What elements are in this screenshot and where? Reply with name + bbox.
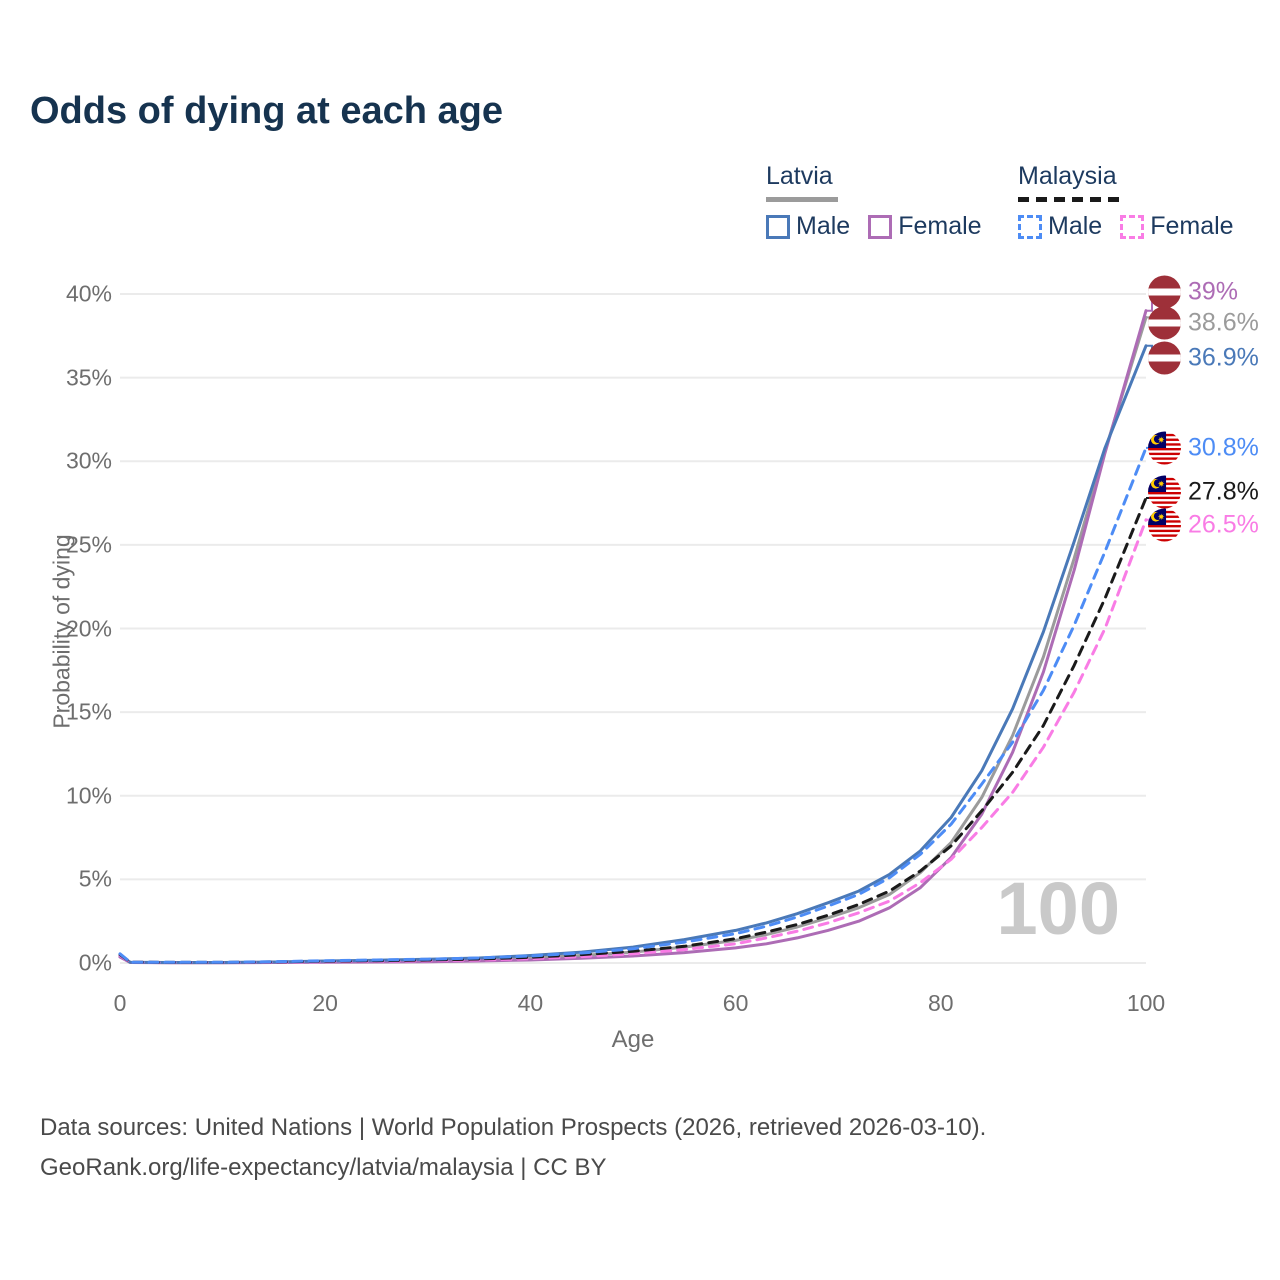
legend-item-malaysia-male[interactable]: Male	[1018, 212, 1102, 241]
legend-country-malaysia: Malaysia	[1018, 162, 1117, 190]
x-axis-title: Age	[611, 1026, 655, 1053]
attribution-line: GeoRank.org/life-expectancy/latvia/malay…	[40, 1154, 607, 1181]
legend-underline-malaysia-dashed	[1018, 197, 1122, 202]
end-label-malaysia-both-sexes: 27.8%	[1148, 476, 1259, 509]
legend-label: Male	[1048, 212, 1103, 240]
legend-group-malaysia: Malaysia Male Female	[1018, 162, 1252, 241]
x-tick-label: 20	[312, 990, 338, 1016]
y-tick-label: 35%	[65, 364, 112, 391]
line-malaysia-female	[118, 518, 1148, 964]
malaysia-male-swatch-icon	[1018, 214, 1042, 239]
legend-item-malaysia-female[interactable]: Female	[1120, 212, 1234, 241]
end-label-value: 38.6%	[1188, 308, 1259, 337]
x-tick-label: 40	[517, 990, 544, 1016]
malaysia-flag-icon	[1148, 432, 1181, 465]
legend-item-latvia-female[interactable]: Female	[868, 212, 982, 241]
malaysia-flag-icon	[1148, 476, 1181, 509]
data-sources-line: Data sources: United Nations | World Pop…	[40, 1114, 987, 1141]
y-tick-label: 5%	[78, 865, 112, 892]
malaysia-flag-icon	[1148, 509, 1181, 542]
end-label-value: 39%	[1188, 277, 1239, 306]
line-latvia-female	[118, 309, 1148, 965]
y-tick-label: 40%	[65, 280, 112, 307]
legend-label: Female	[1150, 212, 1234, 240]
end-label-latvia-both-sexes: 38.6%	[1148, 307, 1259, 340]
y-tick-label: 15%	[65, 698, 112, 725]
y-tick-label: 20%	[65, 615, 112, 641]
x-tick-label: 0	[113, 990, 127, 1016]
page-title: Odds of dying at each age	[30, 90, 503, 132]
legend-label: Male	[796, 212, 851, 240]
end-label-value: 36.9%	[1188, 343, 1259, 372]
end-label-latvia-male: 36.9%	[1148, 342, 1259, 375]
latvia-flag-icon	[1148, 276, 1181, 309]
end-label-value: 26.5%	[1188, 510, 1259, 539]
footer: Data sources: United Nations | World Pop…	[40, 1108, 986, 1188]
end-label-value: 27.8%	[1188, 477, 1259, 506]
legend-label: Female	[898, 212, 982, 240]
y-tick-label: 25%	[65, 531, 112, 558]
legend-country-latvia: Latvia	[766, 162, 833, 190]
y-axis-title: Probability of dying	[48, 534, 75, 729]
legend-underline-latvia-solid	[766, 197, 838, 202]
latvia-flag-icon	[1148, 342, 1181, 375]
line-malaysia-both-sexes	[118, 496, 1148, 964]
end-label-malaysia-female: 26.5%	[1148, 509, 1259, 542]
y-tick-label: 10%	[65, 782, 112, 809]
line-latvia-male	[118, 344, 1148, 964]
end-label-latvia-female: 39%	[1148, 276, 1238, 309]
series-lines	[118, 309, 1148, 965]
end-label-value: 30.8%	[1188, 433, 1259, 462]
y-tick-label: 30%	[65, 447, 112, 474]
malaysia-female-swatch-icon	[1120, 214, 1145, 239]
gridlines	[120, 293, 1146, 964]
latvia-female-swatch-icon	[868, 214, 893, 239]
line-malaysia-male	[118, 446, 1148, 964]
x-tick-label: 60	[722, 990, 749, 1016]
x-tick-label: 100	[1126, 990, 1166, 1016]
y-tick-label: 0%	[78, 949, 112, 976]
latvia-flag-icon	[1148, 307, 1181, 340]
latvia-male-swatch-icon	[766, 214, 790, 239]
end-label-malaysia-male: 30.8%	[1148, 432, 1259, 465]
age-counter-watermark: 100	[996, 867, 1120, 950]
legend-item-latvia-male[interactable]: Male	[766, 212, 850, 241]
line-latvia-both-sexes	[118, 315, 1148, 965]
x-tick-label: 80	[928, 990, 954, 1016]
legend-group-latvia: Latvia Male Female	[766, 162, 1000, 241]
